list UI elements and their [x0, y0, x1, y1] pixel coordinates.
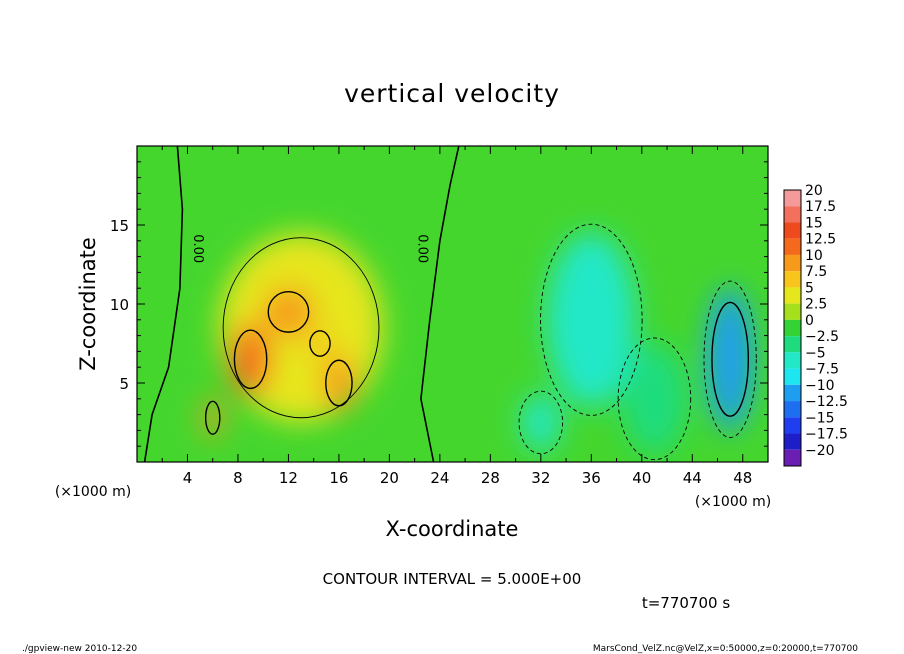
- field-feature-4: [307, 327, 333, 360]
- contour-cell-8: [711, 301, 750, 417]
- contour-cell-0: [233, 329, 268, 390]
- colorbar-label-6: 5: [805, 280, 814, 296]
- colorbar-label-13: −12.5: [805, 394, 848, 410]
- colorbar-label-2: 15: [805, 215, 823, 231]
- colorbar-swatch-8: [784, 319, 801, 337]
- x-axis-ticks: 4 8 12 16 20 24 28 32 36 40 44 48: [161, 146, 752, 487]
- field-feature-7: [203, 397, 222, 439]
- y-tick-label-0: 5: [119, 375, 129, 393]
- contour-labels: 0.00 0.00: [190, 234, 430, 263]
- colorbar-label-1: 17.5: [805, 199, 836, 215]
- colorbar-label-3: 12.5: [805, 232, 836, 248]
- x-tick-label-8: 36: [582, 469, 601, 487]
- plot-area: [137, 146, 768, 462]
- negative-contour-6: [540, 223, 643, 416]
- colorbar-label-14: −15: [805, 410, 835, 426]
- x-tick-label-10: 44: [683, 469, 702, 487]
- field-feature-2: [547, 232, 636, 407]
- contour-cell-4: [309, 330, 331, 357]
- x-tick-label-5: 24: [430, 469, 449, 487]
- colorbar-swatch-1: [784, 206, 801, 223]
- x-axis-label: X-coordinate: [386, 517, 519, 541]
- y-axis-label: Z-coordinate: [76, 237, 100, 371]
- colorbar: 2017.51512.5107.552.50−2.5−5−7.5−10−12.5…: [783, 183, 848, 467]
- contour-label-0: 0.00: [190, 234, 205, 263]
- colorbar-label-7: 2.5: [805, 297, 827, 313]
- velocity-field: [203, 232, 753, 455]
- field-feature-3: [521, 394, 560, 451]
- footer-left: ./gpview-new 2010-12-20: [22, 644, 137, 654]
- colorbar-swatch-3: [784, 238, 801, 255]
- colorbar-swatch-6: [784, 287, 801, 304]
- x-axis-unit: (×1000 m): [695, 494, 771, 510]
- negative-contour-9: [617, 337, 692, 461]
- y-axis-unit: (×1000 m): [55, 484, 131, 500]
- x-tick-label-7: 32: [531, 469, 550, 487]
- colorbar-swatch-14: [784, 417, 801, 434]
- negative-contour-7: [518, 390, 564, 455]
- field-feature-9: [230, 322, 271, 396]
- colorbar-swatch-10: [784, 352, 801, 369]
- colorbar-label-9: −2.5: [805, 329, 839, 345]
- colorbar-swatch-0: [784, 190, 801, 207]
- colorbar-frame: [783, 189, 802, 467]
- colorbar-label-11: −7.5: [805, 362, 839, 378]
- y-axis-ticks: 5 10 15: [110, 161, 768, 447]
- colorbar-label-15: −17.5: [805, 427, 848, 443]
- colorbar-swatch-16: [784, 449, 801, 466]
- field-feature-0: [622, 343, 686, 455]
- colorbar-label-10: −5: [805, 345, 826, 361]
- contour-lines: [143, 146, 757, 462]
- colorbar-label-12: −10: [805, 378, 835, 394]
- colorbar-label-8: 0: [805, 313, 814, 329]
- zero-contour-1: [420, 146, 460, 462]
- x-tick-label-0: 4: [183, 469, 193, 487]
- colorbar-label-0: 20: [805, 183, 823, 199]
- field-feature-8: [263, 286, 314, 338]
- x-tick-label-2: 12: [279, 469, 298, 487]
- y-tick-label-2: 15: [110, 217, 129, 235]
- x-tick-label-6: 28: [481, 469, 500, 487]
- colorbar-swatch-12: [784, 384, 801, 402]
- colorbar-label-4: 10: [805, 248, 823, 264]
- contour-interval-text: CONTOUR INTERVAL = 5.000E+00: [323, 570, 582, 588]
- colorbar-swatch-13: [784, 401, 801, 418]
- field-feature-5: [707, 288, 753, 431]
- colorbar-swatch-2: [784, 222, 801, 239]
- colorbar-swatch-7: [784, 303, 801, 320]
- field-feature-6: [322, 354, 356, 412]
- x-tick-label-11: 48: [733, 469, 752, 487]
- x-tick-label-1: 8: [233, 469, 243, 487]
- x-tick-label-9: 40: [632, 469, 651, 487]
- outer-positive-contour: [222, 237, 380, 419]
- y-tick-label-1: 10: [110, 296, 129, 314]
- footer-right: MarsCond_VelZ.nc@VelZ,x=0:50000,z=0:2000…: [593, 644, 858, 654]
- time-text: t=770700 s: [642, 594, 730, 612]
- negative-contour-8: [703, 280, 757, 438]
- contour-cell-2: [325, 359, 353, 407]
- colorbar-label-16: −20: [805, 443, 835, 459]
- colorbar-swatch-5: [784, 271, 801, 288]
- chart-title: vertical velocity: [344, 79, 560, 108]
- x-tick-label-4: 20: [380, 469, 399, 487]
- contour-cell-3: [204, 400, 221, 435]
- colorbar-swatch-9: [784, 336, 801, 353]
- colorbar-swatch-15: [784, 433, 801, 450]
- contour-cell-1: [267, 290, 310, 333]
- colorbar-swatch-4: [784, 254, 801, 272]
- zero-contour-0: [143, 146, 184, 462]
- contour-label-1: 0.00: [414, 234, 429, 263]
- colorbar-label-5: 7.5: [805, 264, 827, 280]
- x-tick-label-3: 16: [329, 469, 348, 487]
- colorbar-swatch-11: [784, 368, 801, 385]
